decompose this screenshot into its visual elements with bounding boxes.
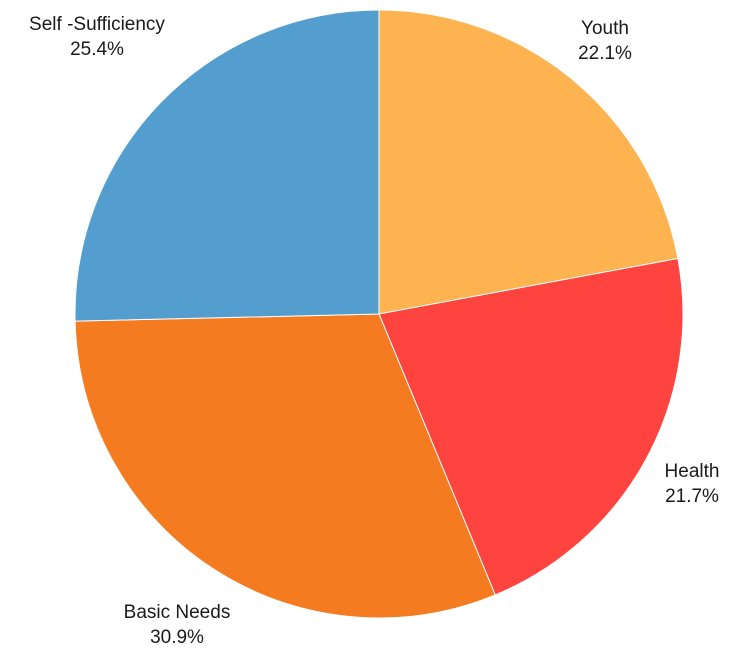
slice-percent-health: 21.7%: [665, 486, 719, 507]
slice-percent-basic-needs: 30.9%: [150, 627, 204, 648]
pie-slice-health: [378, 257, 684, 596]
pie-labels: Youth 22.1% Health 21.7% Basic Needs 30.9% Sel…: [29, 14, 719, 648]
pie-slice-self-sufficiency: [74, 9, 380, 322]
pie-slice-youth: [378, 9, 679, 315]
slice-label-health: Health: [665, 461, 720, 482]
slice-label-youth: Youth: [581, 18, 629, 39]
slice-label-basic-needs: Basic Needs: [124, 602, 231, 623]
slice-percent-self-sufficiency: 25.4%: [70, 39, 124, 60]
pie-slices: [74, 9, 684, 619]
slice-percent-youth: 22.1%: [578, 43, 632, 64]
slice-label-self-sufficiency: Self -Sufficiency: [29, 14, 165, 35]
pie-slice-basic-needs: [74, 313, 496, 619]
